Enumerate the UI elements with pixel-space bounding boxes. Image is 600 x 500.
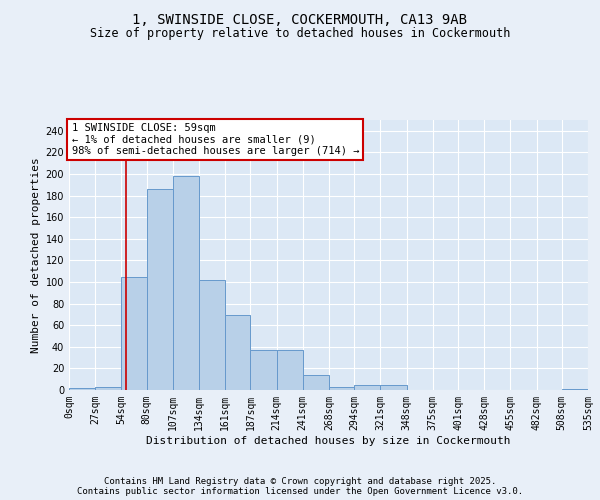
Bar <box>199 280 225 390</box>
Bar <box>95 387 121 390</box>
Bar <box>354 384 380 390</box>
Bar <box>380 384 407 390</box>
Bar <box>277 350 303 390</box>
Text: Contains HM Land Registry data © Crown copyright and database right 2025.: Contains HM Land Registry data © Crown c… <box>104 477 496 486</box>
Text: 1, SWINSIDE CLOSE, COCKERMOUTH, CA13 9AB: 1, SWINSIDE CLOSE, COCKERMOUTH, CA13 9AB <box>133 12 467 26</box>
Bar <box>329 387 354 390</box>
Text: 1 SWINSIDE CLOSE: 59sqm
← 1% of detached houses are smaller (9)
98% of semi-deta: 1 SWINSIDE CLOSE: 59sqm ← 1% of detached… <box>71 122 359 156</box>
Bar <box>303 375 329 390</box>
Bar <box>225 316 250 390</box>
X-axis label: Distribution of detached houses by size in Cockermouth: Distribution of detached houses by size … <box>146 436 511 446</box>
Bar <box>146 189 173 390</box>
Bar <box>562 389 588 390</box>
Text: Size of property relative to detached houses in Cockermouth: Size of property relative to detached ho… <box>90 28 510 40</box>
Bar <box>173 176 199 390</box>
Text: Contains public sector information licensed under the Open Government Licence v3: Contains public sector information licen… <box>77 487 523 496</box>
Bar <box>250 350 277 390</box>
Y-axis label: Number of detached properties: Number of detached properties <box>31 157 41 353</box>
Bar <box>121 276 146 390</box>
Bar <box>69 388 95 390</box>
